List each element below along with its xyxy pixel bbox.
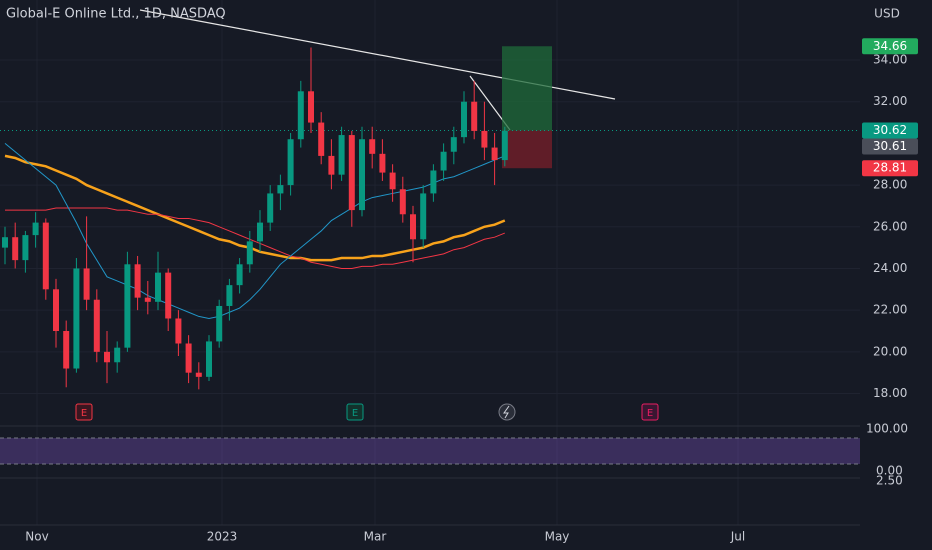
price-tag: [862, 122, 918, 139]
candle-body: [420, 193, 427, 240]
loss-zone: [502, 130, 552, 169]
earnings-icon[interactable]: E: [75, 403, 93, 421]
svg-text:E: E: [352, 408, 358, 419]
candle-body: [277, 185, 284, 194]
candle-body: [328, 155, 335, 175]
candle-body: [42, 222, 49, 290]
currency: USD: [874, 7, 900, 21]
candle-body: [348, 135, 355, 211]
candle-body: [216, 305, 223, 342]
macd-label: 2.50: [876, 474, 903, 488]
rsi-label: 0.00: [876, 464, 903, 478]
candle-body: [185, 343, 192, 373]
candle-body: [430, 170, 437, 194]
y-tick-label: 28.00: [873, 178, 907, 192]
candle-body: [144, 297, 151, 302]
candle-body: [318, 122, 325, 156]
svg-text:E: E: [81, 408, 87, 419]
candle-body: [236, 264, 243, 286]
candle-body: [22, 235, 29, 261]
date-label: Mar: [364, 530, 387, 544]
rsi-band: [0, 438, 860, 464]
earnings-icon[interactable]: E: [641, 403, 659, 421]
moving-average: [4, 154, 506, 262]
candle-body: [308, 91, 314, 123]
price-tag-label: 28.81: [873, 161, 907, 175]
candle-body: [73, 268, 80, 369]
candle-body: [12, 237, 19, 261]
split-icon[interactable]: [498, 403, 516, 421]
price-tag-label: 34.66: [873, 39, 907, 53]
price-tag-label: 30.62: [873, 123, 907, 137]
candle-body: [226, 285, 233, 306]
symbol-title: Global-E Online Ltd., 1D, NASDAQ: [6, 7, 226, 22]
candle-body: [410, 214, 416, 240]
candle-body: [124, 264, 131, 348]
price-tag: [862, 138, 918, 155]
moving-average: [4, 143, 505, 319]
date-label: 2023: [207, 530, 238, 544]
candle-body: [134, 264, 141, 298]
candle-body: [165, 272, 172, 319]
candle-body: [491, 147, 498, 161]
candle-body: [471, 101, 478, 131]
y-tick-label: 24.00: [873, 261, 907, 275]
y-tick-label: 18.00: [873, 386, 907, 400]
candle-body: [399, 189, 406, 215]
moving-average: [5, 207, 505, 269]
svg-text:E: E: [647, 408, 653, 419]
price-tag: [862, 160, 918, 177]
candle-body: [195, 372, 202, 377]
earnings-icon[interactable]: E: [346, 403, 364, 421]
date-label: Nov: [25, 530, 48, 544]
candle-body: [267, 193, 274, 223]
candle-body: [257, 222, 263, 242]
candle-body: [297, 91, 304, 140]
candle-body: [32, 222, 39, 236]
grid: [0, 0, 860, 525]
candle-body: [481, 130, 488, 148]
price-tag-label: 30.61: [873, 139, 907, 153]
profit-zone: [502, 46, 552, 131]
candle-body: [175, 318, 182, 344]
candle-body: [155, 272, 161, 302]
date-label: May: [545, 530, 570, 544]
candle-body: [450, 137, 457, 152]
rsi-label: 100.00: [866, 422, 908, 436]
candle-body: [206, 341, 212, 377]
price-marks: [0, 46, 860, 390]
candle-body: [104, 351, 110, 363]
y-tick-label: 32.00: [873, 94, 907, 108]
candle-body: [63, 330, 70, 369]
y-tick-label: 20.00: [873, 344, 907, 358]
price-tag: [862, 38, 918, 55]
y-tick-label: 34.00: [873, 53, 907, 67]
candle-body: [93, 299, 100, 352]
candle-body: [338, 135, 345, 175]
y-tick-label: 22.00: [873, 303, 907, 317]
date-label: Jul: [730, 530, 745, 544]
candle-body: [379, 153, 386, 173]
candle-body: [389, 172, 396, 190]
candle-body: [440, 151, 447, 171]
candle-body: [246, 241, 253, 265]
candle-body: [369, 139, 376, 154]
candle-body: [114, 347, 121, 363]
candle-body: [461, 101, 467, 138]
candle-body: [501, 130, 508, 161]
candle-body: [359, 139, 365, 211]
candle-body: [2, 237, 8, 248]
candle-body: [83, 268, 90, 300]
candle-body: [53, 289, 59, 331]
candle-body: [287, 139, 294, 186]
y-tick-label: 26.00: [873, 219, 907, 233]
